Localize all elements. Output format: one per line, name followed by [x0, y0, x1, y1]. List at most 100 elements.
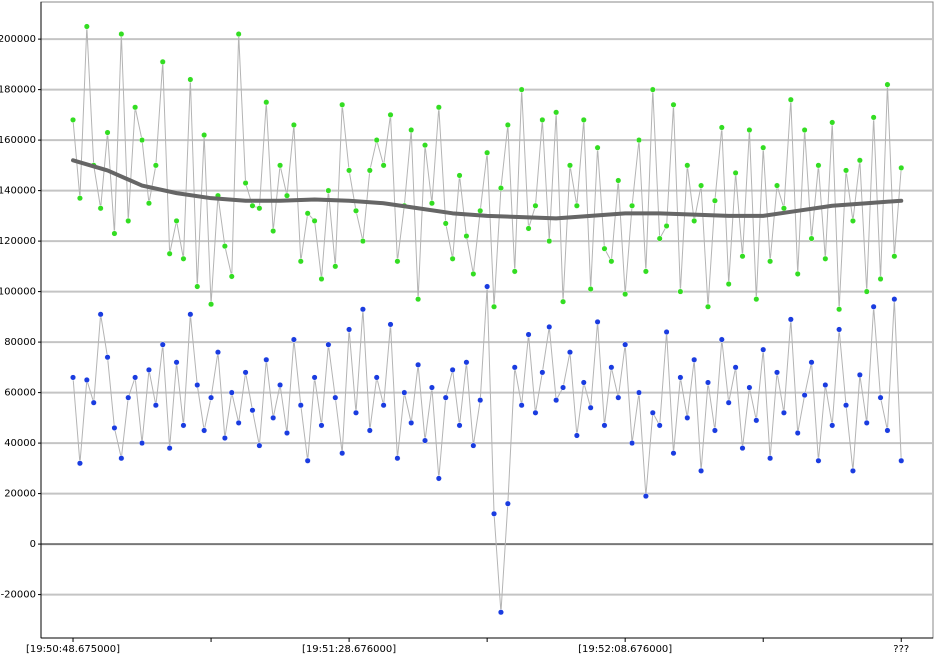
point: [767, 455, 774, 462]
point: [891, 296, 898, 303]
point: [794, 270, 801, 277]
point: [428, 384, 435, 391]
point: [518, 86, 525, 93]
point: [76, 195, 83, 202]
point: [622, 291, 629, 298]
point: [270, 227, 277, 235]
point: [573, 432, 580, 439]
point: [104, 129, 111, 136]
point: [842, 167, 850, 174]
point: [560, 384, 567, 391]
point: [629, 202, 636, 209]
point: [325, 341, 332, 348]
point: [297, 402, 304, 409]
point: [152, 402, 159, 409]
point: [132, 374, 139, 381]
point: [518, 402, 525, 409]
point: [553, 109, 560, 116]
point: [484, 149, 491, 156]
point: [615, 394, 622, 401]
point: [608, 364, 615, 371]
point: [138, 440, 146, 447]
point: [180, 255, 187, 262]
point: [366, 167, 373, 174]
point: [525, 331, 532, 338]
point: [380, 402, 387, 409]
point: [208, 394, 215, 401]
point: [891, 253, 898, 260]
point: [663, 222, 670, 230]
point: [290, 121, 297, 129]
point: [111, 230, 118, 237]
point: [463, 359, 470, 366]
point: [711, 427, 718, 434]
point: [201, 132, 208, 139]
point: [836, 306, 843, 313]
point: [166, 445, 173, 452]
point: [449, 366, 456, 373]
point: [125, 394, 132, 401]
point: [691, 217, 698, 224]
point: [138, 137, 146, 144]
point: [263, 356, 270, 363]
y-tick-label: 120000: [0, 236, 36, 247]
point: [504, 500, 511, 507]
point: [587, 286, 594, 293]
point: [642, 493, 649, 500]
point: [698, 467, 705, 474]
point: [732, 364, 739, 371]
point: [145, 366, 152, 373]
point: [125, 217, 132, 224]
point: [497, 185, 504, 192]
point: [373, 137, 380, 144]
point: [884, 427, 891, 434]
point: [698, 182, 705, 189]
x-tick-label: [19:50:48.675000]: [26, 644, 120, 655]
point: [228, 273, 235, 280]
point: [290, 336, 297, 343]
point: [352, 207, 360, 214]
point: [656, 422, 663, 429]
point: [780, 205, 787, 212]
point: [594, 144, 601, 151]
point: [684, 162, 691, 169]
point: [387, 111, 394, 118]
y-tick-label: 140000: [0, 186, 36, 197]
point: [339, 450, 346, 457]
point: [339, 101, 346, 108]
point: [283, 429, 291, 437]
y-tick-label: 20000: [4, 489, 36, 500]
y-tick-label: 80000: [4, 337, 36, 348]
point: [649, 409, 656, 416]
point: [463, 233, 470, 240]
point: [208, 301, 215, 308]
point: [359, 306, 366, 313]
point: [760, 346, 767, 353]
point: [69, 374, 77, 381]
point: [311, 374, 318, 381]
point: [732, 169, 739, 176]
point: [849, 217, 856, 224]
point: [580, 379, 587, 386]
point: [815, 457, 822, 464]
point: [787, 316, 794, 323]
point: [145, 200, 152, 207]
point: [359, 238, 366, 245]
point: [332, 263, 339, 270]
point: [560, 298, 567, 305]
point: [373, 374, 380, 381]
y-tick-label: 60000: [4, 388, 36, 399]
point: [187, 311, 194, 318]
y-tick-label: 160000: [0, 135, 36, 146]
point: [608, 258, 615, 265]
point: [808, 359, 815, 366]
point: [470, 442, 477, 449]
point: [415, 361, 422, 368]
point: [546, 238, 553, 245]
y-tick-label: 40000: [4, 438, 36, 449]
point: [97, 311, 104, 318]
point: [539, 369, 546, 376]
point: [490, 510, 498, 517]
point: [477, 207, 484, 214]
point: [863, 288, 870, 295]
